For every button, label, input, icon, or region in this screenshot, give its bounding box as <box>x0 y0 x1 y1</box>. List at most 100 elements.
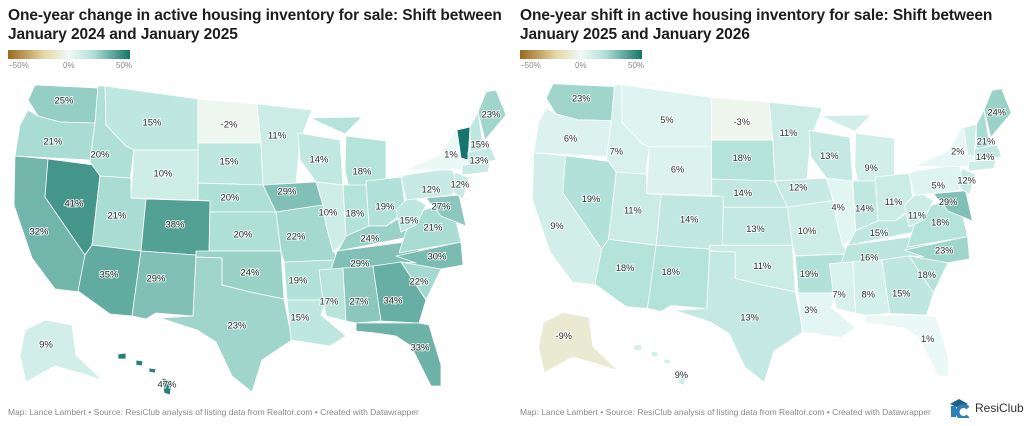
state-oh[interactable] <box>365 176 407 227</box>
state-label-la: 3% <box>804 305 817 315</box>
state-label-tx: 13% <box>740 313 758 323</box>
state-label-il: 10% <box>318 208 338 219</box>
state-label-al: 8% <box>862 289 875 299</box>
state-label-ca: 9% <box>550 221 563 231</box>
map-2024-2025: 25% 21% 32% 41% 20% 15% 10% 21% 38% 35% 29% -2% 15% 2… <box>13 84 507 396</box>
state-label-wv: 15% <box>399 216 419 227</box>
state-label-me: 24% <box>988 107 1006 117</box>
state-label-nv: 19% <box>582 194 600 204</box>
state-label-in: 18% <box>345 209 365 220</box>
state-label-wi: 13% <box>820 151 838 161</box>
state-label-tn: 29% <box>350 259 370 270</box>
state-label-ok: 24% <box>240 268 260 279</box>
state-fl[interactable] <box>864 314 949 377</box>
state-label-wy: 6% <box>671 165 684 175</box>
state-label-sd: 15% <box>219 157 239 168</box>
state-tx[interactable] <box>674 250 804 383</box>
state-me[interactable] <box>983 88 1012 138</box>
state-ct[interactable] <box>461 162 491 176</box>
state-md[interactable] <box>933 190 973 222</box>
state-hi[interactable] <box>117 352 173 396</box>
state-label-or: 21% <box>43 137 63 148</box>
source-note: Map: Lance Lambert • Source: ResiClub an… <box>520 407 931 417</box>
state-label-ne: 14% <box>734 188 752 198</box>
state-label-mn: 11% <box>780 128 798 138</box>
state-label-id: 7% <box>610 146 623 156</box>
state-label-ak: 9% <box>39 340 53 351</box>
state-nj[interactable] <box>452 171 470 200</box>
map-2025-2026: 23% 6% 9% 19% 7% 5% 6% 11% 14% 18% 18% -3% 18% 14% 13%… <box>532 83 1012 386</box>
state-label-la: 15% <box>290 313 310 324</box>
state-fl[interactable] <box>355 322 442 387</box>
state-ms[interactable] <box>318 267 347 322</box>
state-label-mi: 18% <box>352 167 372 178</box>
state-label-nh: 15% <box>470 140 490 151</box>
source-note: Map: Lance Lambert • Source: ResiClub an… <box>8 407 419 417</box>
legend-mid-label: 0% <box>575 61 587 70</box>
state-al[interactable] <box>342 265 382 324</box>
state-md[interactable] <box>425 194 467 227</box>
state-label-ny: 1% <box>444 150 458 161</box>
state-label-az: 35% <box>99 270 119 281</box>
brand-name: ResiClub <box>975 401 1024 415</box>
state-label-va: 21% <box>423 223 443 234</box>
state-label-mt: 5% <box>660 115 673 125</box>
state-label-nh: 21% <box>977 137 995 147</box>
state-label-nd: -2% <box>221 120 238 131</box>
state-label-nv: 41% <box>64 199 84 210</box>
state-label-me: 23% <box>481 110 501 121</box>
resiclub-logo: ResiClub <box>948 398 1024 418</box>
state-label-ny: 2% <box>951 146 964 156</box>
state-label-wy: 10% <box>153 169 173 180</box>
state-hi[interactable] <box>633 344 687 386</box>
state-ma[interactable] <box>973 144 1002 162</box>
state-ms[interactable] <box>828 261 857 314</box>
state-label-ms: 17% <box>319 297 339 308</box>
color-legend: −50% 0% 50% <box>520 50 645 71</box>
right-panel: One-year shift in active housing invento… <box>512 0 1024 426</box>
state-oh[interactable] <box>874 172 915 222</box>
state-me[interactable] <box>477 89 507 141</box>
state-al[interactable] <box>852 259 891 316</box>
state-label-co: 38% <box>165 220 185 231</box>
state-label-ga: 15% <box>892 288 910 298</box>
state-label-wi: 14% <box>309 155 329 166</box>
state-label-ut: 11% <box>624 206 642 216</box>
state-label-ar: 19% <box>800 269 818 279</box>
state-label-ky: 24% <box>360 234 380 245</box>
state-label-wa: 23% <box>572 94 590 104</box>
state-label-md: 29% <box>939 197 957 207</box>
state-label-nj: 12% <box>957 175 975 185</box>
state-nj[interactable] <box>959 167 976 196</box>
state-label-mo: 10% <box>798 226 816 236</box>
state-label-oh: 19% <box>375 202 395 213</box>
state-label-ks: 20% <box>233 230 253 241</box>
state-label-pa: 12% <box>421 185 441 196</box>
state-label-mo: 22% <box>286 232 306 243</box>
state-label-or: 6% <box>564 134 577 144</box>
state-label-ak: -9% <box>556 331 572 341</box>
legend-min-label: −50% <box>8 61 29 70</box>
resiclub-logo-icon <box>950 399 970 418</box>
state-label-wv: 11% <box>908 210 926 220</box>
state-label-ne: 20% <box>220 193 240 204</box>
state-ak[interactable] <box>538 311 619 374</box>
state-ga[interactable] <box>881 255 934 316</box>
state-label-ia: 12% <box>789 182 807 192</box>
state-ct[interactable] <box>968 159 997 172</box>
state-label-tn: 16% <box>860 252 878 262</box>
state-ma[interactable] <box>467 147 497 166</box>
state-label-sc: 22% <box>409 277 429 288</box>
left-panel: One-year change in active housing invent… <box>8 7 502 417</box>
state-label-sc: 18% <box>917 270 935 280</box>
state-label-fl: 33% <box>410 343 430 354</box>
state-label-fl: 1% <box>921 334 934 344</box>
map-title: One-year change in active housing invent… <box>8 7 502 43</box>
state-ak[interactable] <box>19 319 103 383</box>
state-ga[interactable] <box>372 261 427 324</box>
state-label-wa: 25% <box>54 96 74 107</box>
legend-max-label: 50% <box>628 61 645 70</box>
legend-gradient <box>520 50 642 59</box>
state-label-ut: 21% <box>107 211 127 222</box>
state-tx[interactable] <box>159 256 293 393</box>
